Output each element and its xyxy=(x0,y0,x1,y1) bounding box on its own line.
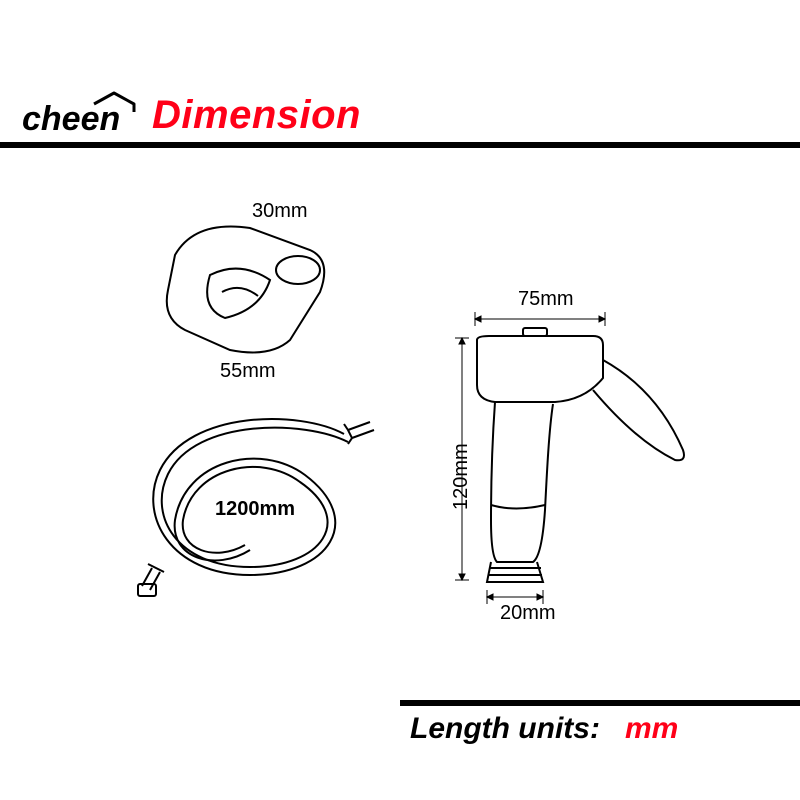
header-rule xyxy=(0,142,800,148)
dim-sprayer-75: 75mm xyxy=(518,288,574,311)
dim-holder-55: 55mm xyxy=(220,360,276,383)
footer-label: Length units: xyxy=(410,712,600,745)
diagram-canvas: cheen Dimension xyxy=(0,0,800,800)
part-holder xyxy=(150,200,370,370)
dim-sprayer-20: 20mm xyxy=(500,602,556,625)
header-title: Dimension xyxy=(152,93,361,138)
dim-holder-30: 30mm xyxy=(252,200,308,223)
brand-text: cheen xyxy=(22,100,120,138)
header: cheen Dimension xyxy=(0,90,800,138)
dim-hose-1200: 1200mm xyxy=(215,498,295,521)
footer-text: Length units: mm xyxy=(410,712,678,746)
brand-logo: cheen xyxy=(22,90,142,138)
footer-rule xyxy=(400,700,800,706)
footer-units: mm xyxy=(625,712,678,745)
dim-sprayer-120: 120mm xyxy=(450,443,473,510)
